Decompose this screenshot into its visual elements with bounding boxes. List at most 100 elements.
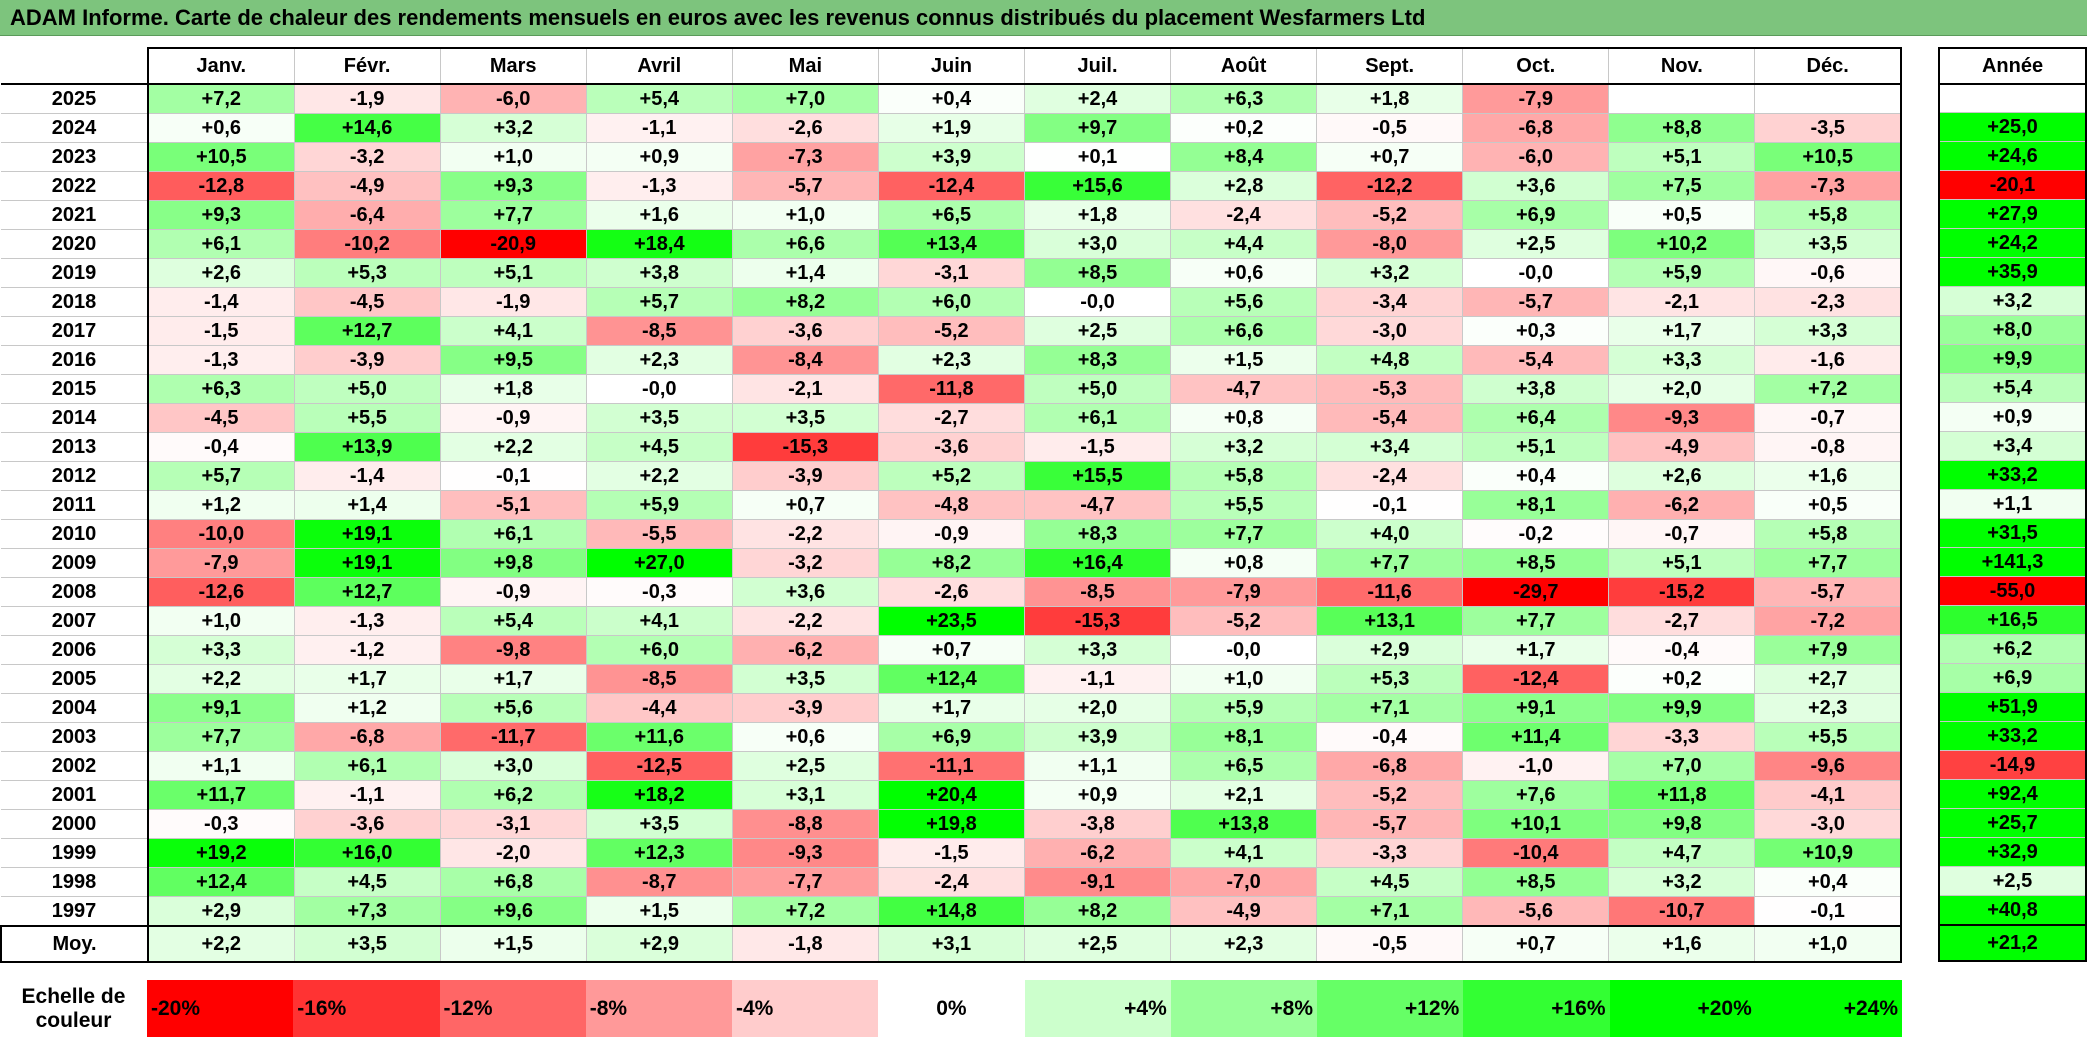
heatmap-cell: +11,7	[147, 780, 295, 810]
heatmap-cell: +7,7	[147, 722, 295, 752]
row-year-label: 2009	[1, 548, 149, 578]
heatmap-cell: +1,8	[1023, 200, 1172, 230]
heatmap-cell: -4,1	[1754, 780, 1903, 810]
heatmap-cell: +7,1	[1316, 693, 1464, 723]
heatmap-cell: -3,9	[293, 345, 441, 375]
annual-row-2021: +27,9	[1938, 198, 2087, 229]
heatmap-cell: -0,0	[1170, 635, 1318, 665]
annual-cell: +2,5	[1938, 865, 2087, 896]
annual-row-2022: -20,1	[1938, 169, 2087, 200]
heatmap-cell: +8,1	[1462, 490, 1610, 520]
heatmap-cell: +1,9	[877, 113, 1025, 143]
heatmap-cell: +5,8	[1754, 519, 1903, 549]
month-header-row: Janv. Févr. Mars Avril Mai Juin Juil. Août Sept.…	[1, 47, 1903, 85]
heatmap-cell: -2,6	[877, 577, 1025, 607]
heatmap-cell: +10,2	[1608, 229, 1756, 259]
annual-row-2008: -55,0	[1938, 575, 2087, 606]
heatmap-cell: -29,7	[1462, 577, 1610, 607]
heatmap-cell: +16,0	[293, 838, 441, 868]
heatmap-cell: -8,5	[1023, 577, 1172, 607]
average-cell: +2,9	[585, 925, 733, 963]
monthly-heatmap-table: Janv. Févr. Mars Avril Mai Juin Juil. Août Sept.…	[0, 47, 1903, 963]
heatmap-cell: -5,7	[1316, 809, 1464, 839]
annual-row-2013: +3,4	[1938, 430, 2087, 461]
heatmap-cell: +7,0	[731, 83, 879, 114]
annual-row-1998: +2,5	[1938, 865, 2087, 896]
heatmap-cell: +0,8	[1170, 548, 1318, 578]
heatmap-cell: +8,8	[1608, 113, 1756, 143]
heatmap-row-2004: 2004 +9,1 +1,2 +5,6 -4,4 -3,9 +1,7 +2,0 +5,9 +7,1…	[1, 693, 1903, 723]
heatmap-cell: -0,8	[1754, 432, 1903, 462]
heatmap-cell: -3,2	[731, 548, 879, 578]
heatmap-cell: -2,2	[731, 519, 879, 549]
heatmap-cell: -0,1	[1754, 896, 1903, 927]
heatmap-cell: +9,6	[439, 896, 587, 927]
row-year-label: 2023	[1, 142, 149, 172]
heatmap-cell	[1608, 83, 1756, 114]
heatmap-cell: +7,2	[1754, 374, 1903, 404]
heatmap-cell: +2,9	[147, 896, 295, 927]
annual-cell: -55,0	[1938, 575, 2087, 606]
average-cell: +1,5	[439, 925, 587, 963]
report-title: ADAM Informe. Carte de chaleur des rende…	[0, 0, 2087, 36]
heatmap-cell: +0,7	[877, 635, 1025, 665]
heatmap-cell: -0,3	[585, 577, 733, 607]
annual-row-2015: +5,4	[1938, 372, 2087, 403]
heatmap-cell: +1,7	[877, 693, 1025, 723]
heatmap-cell: +2,2	[147, 664, 295, 694]
heatmap-cell: +8,5	[1462, 867, 1610, 897]
heatmap-cell: -12,6	[147, 577, 295, 607]
color-scale-legend: Echelle de couleur -20% -16% -12% -8% -4% 0% +…	[0, 980, 1902, 1037]
annual-row-2011: +1,1	[1938, 488, 2087, 519]
heatmap-cell: +23,5	[877, 606, 1025, 636]
row-year-label: 1998	[1, 867, 149, 897]
heatmap-cell: +3,0	[1023, 229, 1172, 259]
heatmap-cell: +10,9	[1754, 838, 1903, 868]
heatmap-row-2024: 2024 +0,6 +14,6 +3,2 -1,1 -2,6 +1,9 +9,7 +0,2 -0,…	[1, 113, 1903, 143]
heatmap-cell: +18,2	[585, 780, 733, 810]
heatmap-cell: +5,5	[293, 403, 441, 433]
heatmap-cell: -3,9	[731, 461, 879, 491]
heatmap-cell: +9,7	[1023, 113, 1172, 143]
month-header-5: Mai	[731, 47, 879, 85]
heatmap-cell: +7,1	[1316, 896, 1464, 927]
heatmap-cell: -4,9	[293, 171, 441, 201]
annual-cell: +92,4	[1938, 778, 2087, 809]
average-cell: +2,3	[1170, 925, 1318, 963]
heatmap-cell: -5,2	[1170, 606, 1318, 636]
annual-row-2010: +31,5	[1938, 517, 2087, 548]
annual-row-2005: +6,9	[1938, 662, 2087, 693]
heatmap-cell: +0,4	[1462, 461, 1610, 491]
heatmap-cell: +11,6	[585, 722, 733, 752]
heatmap-cell: +7,5	[1608, 171, 1756, 201]
heatmap-cell: +4,5	[293, 867, 441, 897]
annual-cell: +0,9	[1938, 401, 2087, 432]
heatmap-cell: +3,5	[731, 664, 879, 694]
annual-cell: +40,8	[1938, 894, 2087, 925]
heatmap-cell: -12,8	[147, 171, 295, 201]
heatmap-cell: +1,7	[1608, 316, 1756, 346]
month-header-6: Juin	[877, 47, 1025, 85]
annual-header: Année	[1938, 47, 2087, 85]
row-year-label: 2013	[1, 432, 149, 462]
heatmap-cell: -2,1	[731, 374, 879, 404]
heatmap-cell: +6,1	[1023, 403, 1172, 433]
heatmap-cell: +1,0	[1170, 664, 1318, 694]
annual-cell: +6,2	[1938, 633, 2087, 664]
month-header-8: Août	[1170, 47, 1318, 85]
heatmap-cell: +13,1	[1316, 606, 1464, 636]
heatmap-cell: -6,4	[293, 200, 441, 230]
heatmap-cell: +3,5	[731, 403, 879, 433]
heatmap-row-2015: 2015 +6,3 +5,0 +1,8 -0,0 -2,1 -11,8 +5,0 -4,7 -5,…	[1, 374, 1903, 404]
average-cell: +0,7	[1462, 925, 1610, 963]
heatmap-cell: -0,0	[1462, 258, 1610, 288]
heatmap-cell: +4,5	[1316, 867, 1464, 897]
month-header-11: Nov.	[1608, 47, 1756, 85]
heatmap-cell: -0,9	[877, 519, 1025, 549]
heatmap-cell: +5,6	[1170, 287, 1318, 317]
heatmap-row-2001: 2001 +11,7 -1,1 +6,2 +18,2 +3,1 +20,4 +0,9 +2,1-…	[1, 780, 1903, 810]
heatmap-cell: -2,6	[731, 113, 879, 143]
color-scale-step: -12%	[439, 980, 586, 1037]
row-year-label: 2021	[1, 200, 149, 230]
heatmap-cell: -5,2	[1316, 780, 1464, 810]
